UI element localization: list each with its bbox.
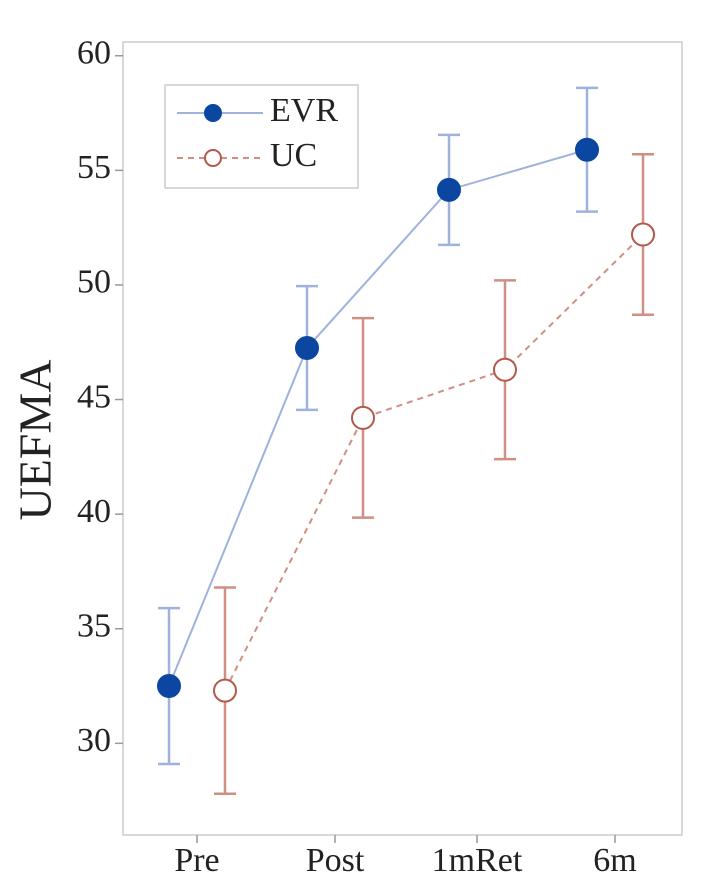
legend-marker xyxy=(204,104,222,122)
x-tick-label: Pre xyxy=(174,842,219,879)
point xyxy=(295,335,319,360)
y-tick-label: 35 xyxy=(77,608,111,645)
x-tick-label: 6m xyxy=(593,842,636,879)
y-axis-label: UEFMA xyxy=(10,359,61,520)
legend-box xyxy=(164,84,359,189)
point xyxy=(351,405,375,430)
y-tick-label: 30 xyxy=(77,722,111,759)
x-tick-label: 1mRet xyxy=(432,842,523,879)
series-line xyxy=(168,148,588,687)
y-tick-label: 55 xyxy=(77,149,111,186)
point xyxy=(157,674,181,699)
point xyxy=(213,678,237,703)
y-tick-label: 40 xyxy=(77,493,111,530)
point xyxy=(493,357,517,382)
x-tick-label: Post xyxy=(306,842,365,879)
plot-frame xyxy=(122,41,683,836)
point xyxy=(631,222,655,247)
legend-label: UC xyxy=(270,137,317,174)
point xyxy=(575,137,599,162)
y-tick-label: 45 xyxy=(77,378,111,415)
legend-marker xyxy=(204,149,222,167)
y-tick-label: 50 xyxy=(77,264,111,301)
legend-label: EVR xyxy=(270,92,338,129)
point xyxy=(437,177,461,202)
series-line xyxy=(224,233,644,692)
y-tick-label: 60 xyxy=(77,35,111,72)
